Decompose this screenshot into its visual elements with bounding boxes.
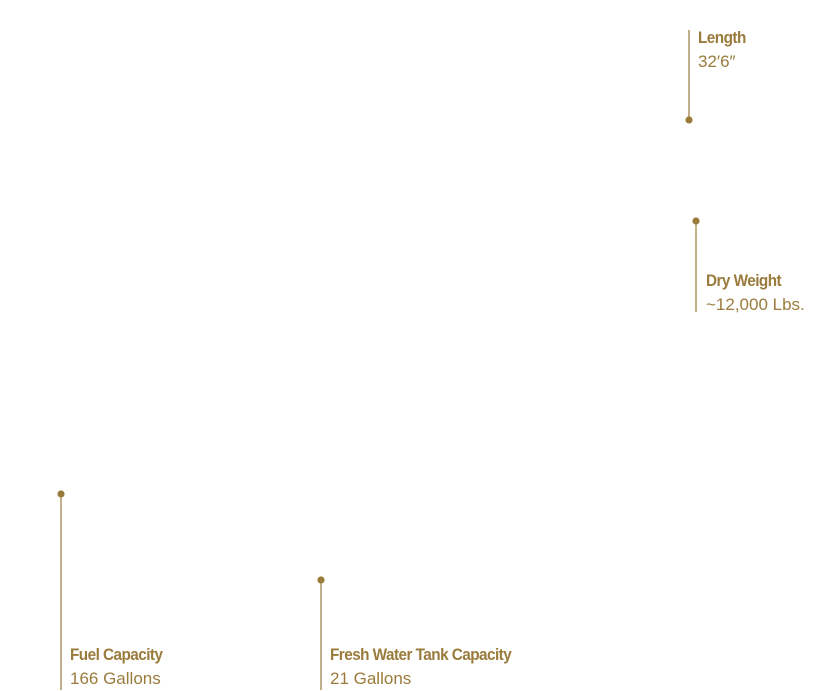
callout-dot (685, 116, 693, 124)
callout-dot (692, 217, 700, 225)
spec-fresh-water: Fresh Water Tank Capacity 21 Gallons (330, 643, 531, 691)
spec-length: Length 32′6″ (698, 26, 751, 74)
callout-dot (317, 576, 325, 584)
callout-dot (57, 490, 65, 498)
spec-value: 32′6″ (698, 52, 736, 71)
spec-label: Fresh Water Tank Capacity (330, 645, 512, 664)
spec-label: Fuel Capacity (70, 645, 163, 664)
spec-label: Dry Weight (706, 271, 782, 290)
spec-label: Length (698, 28, 746, 47)
spec-value: ~12,000 Lbs. (706, 295, 805, 314)
spec-value: 166 Gallons (70, 669, 161, 688)
spec-value: 21 Gallons (330, 669, 412, 688)
spec-dry-weight: Dry Weight ~12,000 Lbs. (706, 269, 805, 317)
spec-fuel: Fuel Capacity 166 Gallons (70, 643, 173, 691)
